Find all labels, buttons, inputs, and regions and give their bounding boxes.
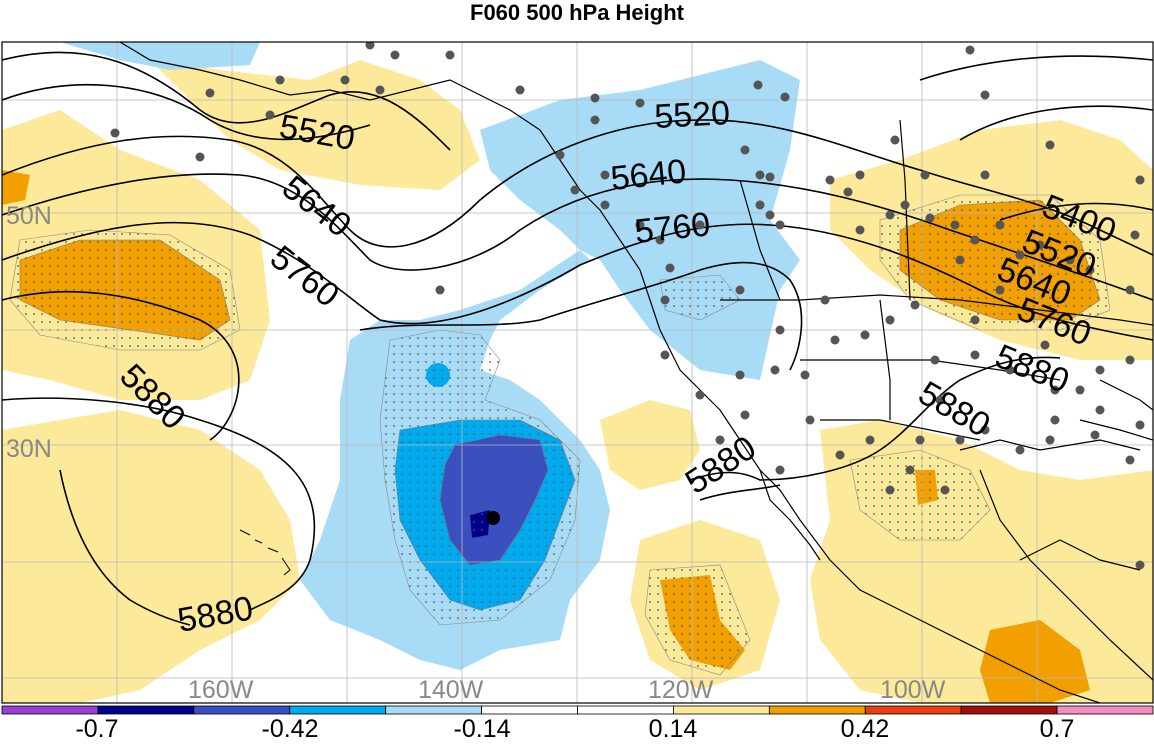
colorbar-swatch <box>673 705 770 715</box>
colorbar-swatch <box>960 705 1058 715</box>
colorbar-swatch <box>481 705 578 715</box>
colorbar-swatch <box>1 705 99 715</box>
colorbar-label: -0.42 <box>261 715 319 743</box>
colorbar-label: -0.14 <box>453 715 511 743</box>
colorbar-swatch <box>1056 705 1154 715</box>
contour-outlines <box>19 199 1101 611</box>
colorbar-swatch <box>289 705 387 715</box>
colorbar <box>1 705 1154 715</box>
chart-title: F060 500 hPa Height <box>470 0 684 25</box>
colorbar-swatch <box>577 705 674 715</box>
map-frame <box>1 41 1154 704</box>
stipple-areas <box>9 194 1111 676</box>
colorbar-swatch <box>864 705 962 715</box>
lat-label-50n: 50N <box>6 202 52 230</box>
coastlines <box>119 42 1153 703</box>
lon-label-140w: 140W <box>418 676 484 704</box>
colorbar-swatch <box>768 705 866 715</box>
lon-label-100w: 100W <box>880 676 946 704</box>
height-contours <box>2 51 1153 626</box>
contour-label: 5760 <box>633 205 712 251</box>
lon-label-120w: 120W <box>648 676 714 704</box>
colorbar-label: 0.42 <box>840 715 890 743</box>
hawaii-islands <box>239 529 291 576</box>
colorbar-label: 0.7 <box>1039 715 1075 743</box>
colorbar-swatch <box>385 705 482 715</box>
black-dot-marker <box>486 511 500 525</box>
contour-label: 5520 <box>653 94 731 136</box>
station-dots <box>110 42 1145 570</box>
contour-label: 5640 <box>609 152 688 198</box>
colorbar-label: -0.7 <box>75 715 119 743</box>
map-axis-labels: 50N 30N 160W 140W 120W 100W <box>6 202 946 704</box>
lon-label-160w: 160W <box>188 676 254 704</box>
colorbar-label: 0.14 <box>648 715 698 743</box>
lat-label-30n: 30N <box>6 435 52 463</box>
colorbar-swatch <box>97 705 195 715</box>
colorbar-swatch <box>193 705 291 715</box>
